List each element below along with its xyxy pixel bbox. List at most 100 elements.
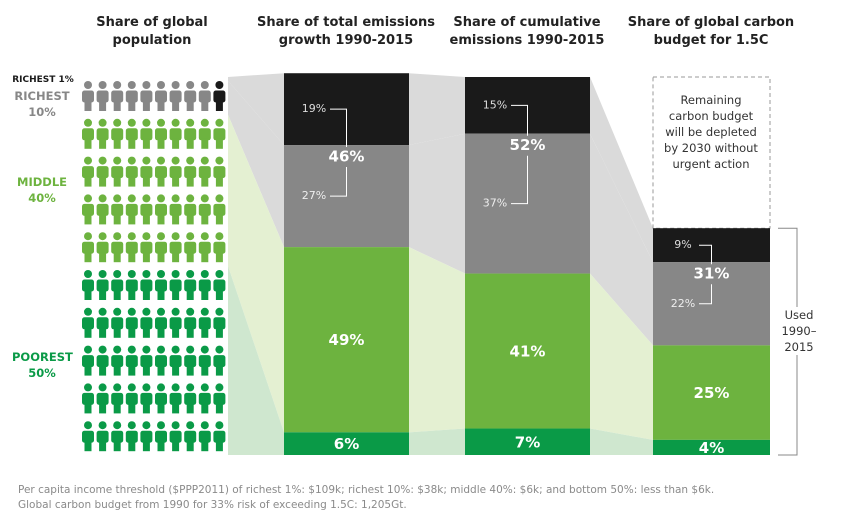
person-head (127, 81, 136, 89)
person-body (213, 279, 226, 292)
person-head (127, 383, 136, 392)
person-body (169, 166, 182, 179)
person-legs (84, 290, 92, 300)
person-head (98, 421, 107, 430)
person-body (96, 203, 109, 216)
person-body (82, 317, 94, 330)
person-legs (128, 214, 136, 225)
person-body (82, 430, 94, 443)
person-body (82, 90, 94, 103)
person-legs (186, 403, 194, 414)
value-label: 41% (510, 343, 546, 361)
person-head (98, 345, 107, 354)
person-legs (215, 441, 223, 452)
person-body (125, 166, 138, 179)
person-body (155, 392, 167, 405)
band (590, 133, 653, 346)
person-body (125, 203, 138, 216)
person-head (186, 118, 195, 127)
person-legs (142, 138, 150, 149)
person-head (157, 383, 165, 392)
person-head (200, 156, 209, 165)
person-legs (201, 176, 209, 187)
bar-segment (465, 428, 590, 455)
person-head (157, 118, 165, 127)
person-legs (99, 365, 107, 376)
person-head (171, 81, 180, 89)
person-head (127, 270, 136, 278)
person-head (98, 118, 107, 127)
person-body (140, 430, 153, 443)
person-head (171, 156, 180, 165)
person-body (111, 241, 124, 254)
person-head (186, 383, 195, 392)
person-head (142, 194, 151, 203)
person-head (157, 81, 165, 89)
person-legs (157, 176, 165, 187)
person-head (142, 270, 151, 278)
person-head (113, 345, 122, 354)
person-legs (113, 176, 121, 187)
person-head (142, 421, 151, 430)
person-body (155, 241, 167, 254)
person-legs (142, 101, 150, 111)
person-body (184, 203, 197, 216)
person-body (155, 128, 167, 141)
person-body (111, 430, 124, 443)
person-body (125, 355, 138, 368)
value-label: 49% (329, 331, 365, 349)
person-head (142, 118, 151, 127)
person-body (213, 430, 226, 443)
person-head (171, 421, 180, 430)
person-head (215, 194, 224, 203)
value-label: 4% (699, 439, 724, 457)
population-group (213, 81, 226, 111)
person-legs (172, 365, 180, 376)
person-head (186, 156, 195, 165)
person-head (98, 81, 107, 89)
column-title: Share of global carbon budget for 1.5C (627, 15, 795, 48)
person-head (215, 421, 224, 430)
value-label: 9% (674, 238, 691, 251)
person-head (113, 307, 122, 316)
person-legs (84, 138, 92, 149)
person-head (113, 383, 122, 392)
person-head (171, 307, 180, 316)
person-legs (215, 214, 223, 225)
person-body (140, 355, 153, 368)
band (409, 247, 465, 433)
combined-bracket (511, 104, 528, 205)
person-body (82, 128, 94, 141)
value-label: 19% (302, 102, 326, 115)
person-body (184, 392, 197, 405)
band (409, 428, 465, 455)
person-body (125, 241, 138, 254)
column-title: Share of cumulative emissions 1990-2015 (449, 15, 605, 48)
person-legs (128, 441, 136, 452)
person-head (98, 270, 107, 278)
person-head (98, 156, 107, 165)
person-head (215, 118, 224, 127)
person-head (186, 81, 195, 89)
person-legs (157, 290, 165, 300)
person-body (169, 392, 182, 405)
person-legs (128, 365, 136, 376)
person-legs (172, 138, 180, 149)
person-body (198, 203, 211, 216)
person-body (140, 203, 153, 216)
person-head (157, 194, 165, 203)
person-body (96, 90, 109, 103)
person-head (84, 118, 92, 127)
person-body (155, 279, 167, 292)
person-head (157, 270, 165, 278)
person-body (184, 241, 197, 254)
person-legs (84, 327, 92, 338)
person-body (198, 279, 211, 292)
person-legs (215, 290, 223, 300)
band (228, 114, 284, 433)
band (590, 428, 653, 455)
person-legs (215, 252, 223, 263)
person-legs (84, 441, 92, 452)
person-legs (201, 252, 209, 263)
